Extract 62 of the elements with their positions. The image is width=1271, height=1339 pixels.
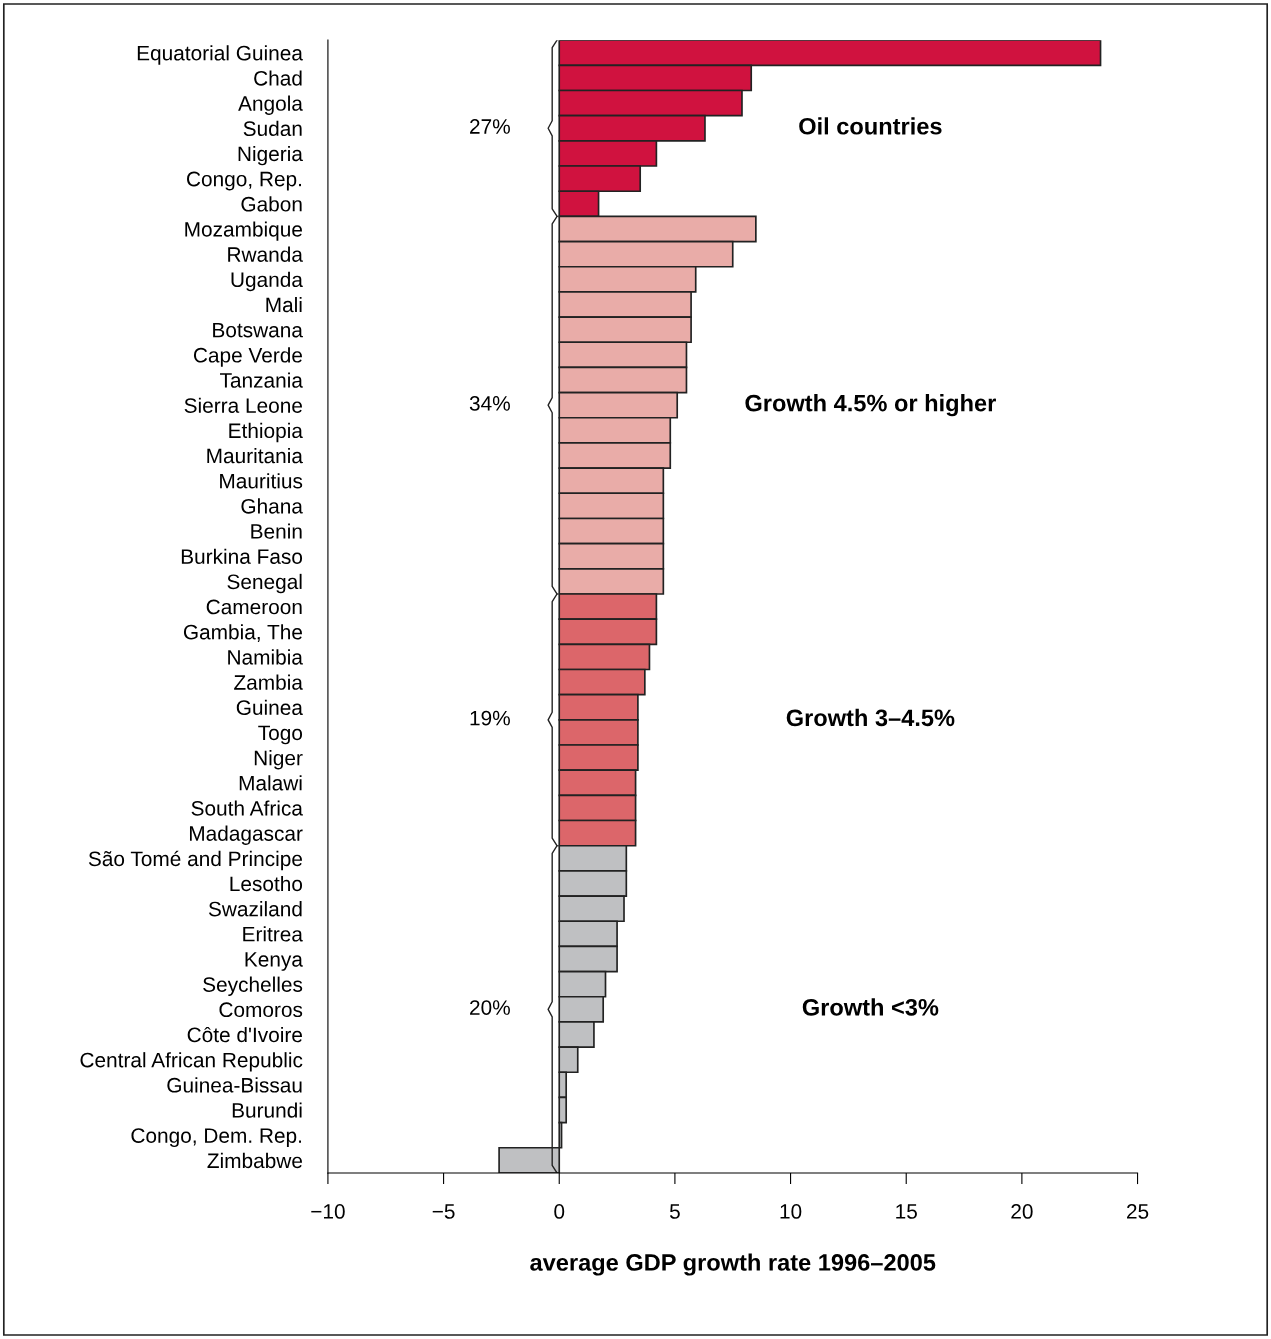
y-tick-label: Seychelles (203, 976, 303, 997)
x-tick-label: 20 (1011, 1204, 1033, 1219)
y-tick-label: Cameroon (206, 599, 302, 615)
y-tick-label: Kenya (245, 952, 303, 971)
y-tick-label: Botswana (213, 322, 303, 338)
y-tick-label: Sudan (243, 120, 302, 137)
y-tick-label: Equatorial Guinea (137, 45, 303, 65)
x-tick-label: 10 (780, 1204, 802, 1219)
y-tick-label: Malawi (239, 775, 302, 791)
y-tick-label: Benin (251, 523, 302, 539)
x-tick-label: 15 (896, 1204, 917, 1219)
y-tick-label: Togo (258, 725, 303, 745)
y-tick-label: Chad (254, 70, 302, 86)
y-tick-label: Comoros (219, 1002, 303, 1018)
y-tick-label: Burundi (232, 1102, 302, 1118)
y-tick-label: Ghana (241, 498, 303, 514)
annotation: Growth 4.5% or higher (745, 394, 996, 417)
y-tick-label: Swaziland (208, 901, 302, 917)
y-tick-label: Tanzania (220, 372, 303, 388)
y-tick-label: Congo, Dem. Rep. (131, 1128, 302, 1148)
annotation: 19% (470, 710, 510, 726)
x-tick-label: 0 (554, 1204, 565, 1219)
annotation: 20% (470, 1000, 510, 1015)
y-tick-label: South Africa (191, 800, 303, 816)
y-tick-label: Uganda (231, 271, 303, 292)
y-tick-label: São Tomé and Principe (88, 850, 303, 871)
y-tick-label: Côte d'Ivoire (187, 1026, 302, 1043)
x-axis-title: average GDP growth rate 1996–2005 (530, 1253, 936, 1276)
y-tick-label: Cape Verde (193, 347, 302, 367)
y-tick-label: Central African Republic (80, 1052, 303, 1072)
y-tick-label: Guinea (236, 699, 303, 716)
y-tick-label: Niger (254, 750, 303, 770)
y-tick-label: Mauritania (207, 447, 303, 464)
annotation: Growth 3–4.5% (786, 708, 955, 727)
y-tick-label: Rwanda (228, 246, 303, 262)
y-tick-label: Gabon (241, 196, 302, 212)
y-tick-label: Guinea-Bissau (167, 1077, 302, 1093)
y-tick-label: Mauritius (220, 473, 303, 489)
y-tick-label: Sierra Leone (184, 397, 302, 413)
y-tick-label: Namibia (228, 649, 303, 665)
y-tick-label: Madagascar (189, 825, 303, 845)
annotation: 27% (470, 119, 510, 134)
y-tick-label: Burkina Faso (181, 548, 303, 564)
annotation: 34% (469, 396, 510, 411)
y-tick-label: Ethiopia (229, 422, 303, 443)
x-tick-label: 5 (669, 1204, 680, 1219)
y-tick-label: Mozambique (185, 221, 302, 241)
y-tick-label: Senegal (227, 573, 302, 594)
x-tick-label: −10 (311, 1204, 345, 1219)
x-tick-label: 25 (1127, 1204, 1149, 1219)
y-tick-label: Eritrea (243, 926, 303, 942)
y-tick-label: Congo, Rep. (187, 171, 302, 191)
y-tick-label: Angola (238, 95, 303, 115)
y-tick-label: Nigeria (238, 145, 303, 166)
y-tick-label: Zimbabwe (207, 1152, 302, 1169)
y-tick-label: Mali (266, 296, 302, 313)
y-tick-label: Zambia (234, 674, 303, 690)
y-tick-label: Lesotho (230, 875, 303, 892)
y-tick-label: Gambia, The (183, 624, 302, 642)
x-tick-label: −5 (432, 1204, 455, 1219)
annotation: Growth <3% (802, 998, 939, 1016)
annotation: Oil countries (799, 117, 942, 135)
